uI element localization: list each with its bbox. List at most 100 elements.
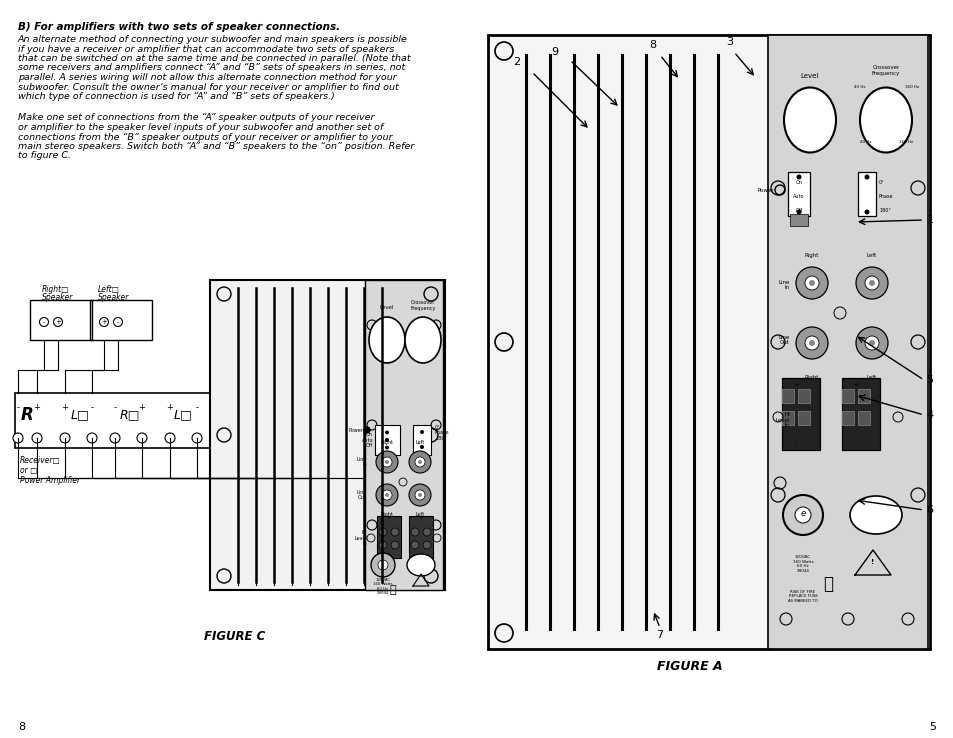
Text: +: + (852, 382, 858, 388)
Text: 6: 6 (925, 505, 933, 515)
Circle shape (415, 457, 424, 467)
Text: Ⓤ: Ⓤ (822, 575, 832, 593)
Text: or amplifier to the speaker level inputs of your subwoofer and another set of: or amplifier to the speaker level inputs… (18, 123, 383, 132)
Bar (781, 389, 793, 403)
Text: Line
Out: Line Out (356, 489, 367, 500)
Text: RISK OF FIRE
REPLACE FUSE
AS MARKED TO: RISK OF FIRE REPLACE FUSE AS MARKED TO (787, 590, 817, 603)
Text: Left: Left (415, 512, 424, 517)
Text: Speaker: Speaker (42, 293, 73, 302)
Circle shape (110, 433, 120, 443)
Text: 2: 2 (513, 57, 520, 67)
Circle shape (385, 430, 389, 435)
Bar (15, 393, 230, 448)
Bar (789, 214, 807, 226)
Bar (797, 389, 809, 403)
Text: Power: Power (757, 187, 773, 193)
Text: Crossover
Frequency: Crossover Frequency (410, 300, 436, 311)
Text: -: - (388, 551, 390, 556)
Text: +: + (62, 403, 69, 412)
Circle shape (385, 493, 389, 497)
Circle shape (165, 433, 174, 443)
Text: 7: 7 (656, 630, 663, 640)
Text: +: + (792, 382, 798, 388)
Text: Right: Right (380, 512, 393, 517)
Text: FIGURE A: FIGURE A (657, 660, 722, 673)
Circle shape (804, 276, 818, 290)
Text: L□: L□ (173, 408, 193, 421)
Text: Level: Level (800, 73, 819, 79)
Text: +: + (167, 403, 173, 412)
Text: 160 Hz: 160 Hz (898, 140, 912, 144)
Text: -: - (116, 319, 119, 325)
Ellipse shape (859, 88, 911, 153)
Circle shape (364, 427, 370, 433)
Text: +: + (418, 515, 423, 520)
Text: 120VAC
160 Watts
60 Hz
39044: 120VAC 160 Watts 60 Hz 39044 (373, 578, 393, 595)
Text: Speaker: Speaker (98, 293, 130, 302)
Text: +: + (138, 403, 145, 412)
Circle shape (378, 541, 387, 549)
Text: 8: 8 (18, 722, 25, 732)
Text: -: - (854, 442, 857, 448)
Text: -: - (43, 319, 45, 325)
Text: -: - (419, 551, 421, 556)
Circle shape (808, 340, 814, 346)
Circle shape (415, 490, 424, 500)
Text: R: R (21, 405, 33, 424)
Circle shape (32, 433, 42, 443)
Circle shape (422, 541, 431, 549)
Text: Left: Left (415, 440, 424, 445)
Circle shape (417, 460, 421, 464)
Circle shape (99, 317, 109, 326)
Text: some receivers and amplifiers connect “A” and “B” sets of speakers in series, no: some receivers and amplifiers connect “A… (18, 63, 405, 72)
Text: +: + (55, 319, 61, 325)
Circle shape (808, 280, 814, 286)
Bar (488, 35, 929, 649)
Text: parallel. A series wiring will not allow this alternate connection method for yo: parallel. A series wiring will not allow… (18, 73, 396, 82)
Text: e: e (800, 508, 804, 517)
Text: 1: 1 (925, 215, 933, 225)
Circle shape (795, 267, 827, 299)
Text: -: - (195, 403, 198, 412)
Bar (797, 411, 809, 425)
Circle shape (782, 495, 822, 535)
Text: if you have a receiver or amplifier that can accommodate two sets of speakers: if you have a receiver or amplifier that… (18, 44, 394, 53)
Text: Phase: Phase (878, 194, 893, 199)
Circle shape (864, 276, 878, 290)
Circle shape (87, 433, 97, 443)
Circle shape (419, 430, 423, 434)
Circle shape (385, 446, 389, 449)
Text: Receiver□: Receiver□ (20, 456, 61, 465)
Circle shape (868, 280, 874, 286)
Text: 3: 3 (726, 37, 733, 47)
Text: An alternate method of connecting your subwoofer and main speakers is possible: An alternate method of connecting your s… (18, 35, 408, 44)
Text: 9: 9 (551, 47, 558, 57)
Text: R□: R□ (120, 408, 140, 421)
Circle shape (53, 317, 63, 326)
Text: -: - (16, 403, 19, 412)
Text: 5: 5 (925, 375, 933, 385)
Text: Off: Off (795, 208, 801, 213)
Text: Left: Left (866, 375, 876, 380)
Ellipse shape (849, 496, 901, 534)
Text: Line
In: Line In (778, 280, 789, 290)
Text: Right: Right (804, 375, 819, 380)
Bar (409, 516, 433, 558)
Bar (781, 378, 820, 450)
Text: 40 Hz: 40 Hz (853, 85, 864, 89)
Text: 120VAC
160 Watts
60 Hz
39044: 120VAC 160 Watts 60 Hz 39044 (792, 555, 813, 573)
Text: Auto: Auto (792, 194, 804, 199)
Circle shape (409, 451, 431, 473)
Text: Power: Power (348, 427, 363, 432)
Circle shape (377, 560, 388, 570)
Ellipse shape (407, 554, 435, 576)
Text: FIGURE C: FIGURE C (204, 630, 265, 643)
Text: connections from the “B” speaker outputs of your receiver or amplifier to your: connections from the “B” speaker outputs… (18, 133, 392, 142)
Text: 180°: 180° (878, 208, 890, 213)
Circle shape (391, 541, 398, 549)
Circle shape (375, 484, 397, 506)
Circle shape (796, 210, 801, 215)
Circle shape (391, 528, 398, 536)
Circle shape (385, 460, 389, 464)
Text: or □: or □ (20, 466, 37, 475)
